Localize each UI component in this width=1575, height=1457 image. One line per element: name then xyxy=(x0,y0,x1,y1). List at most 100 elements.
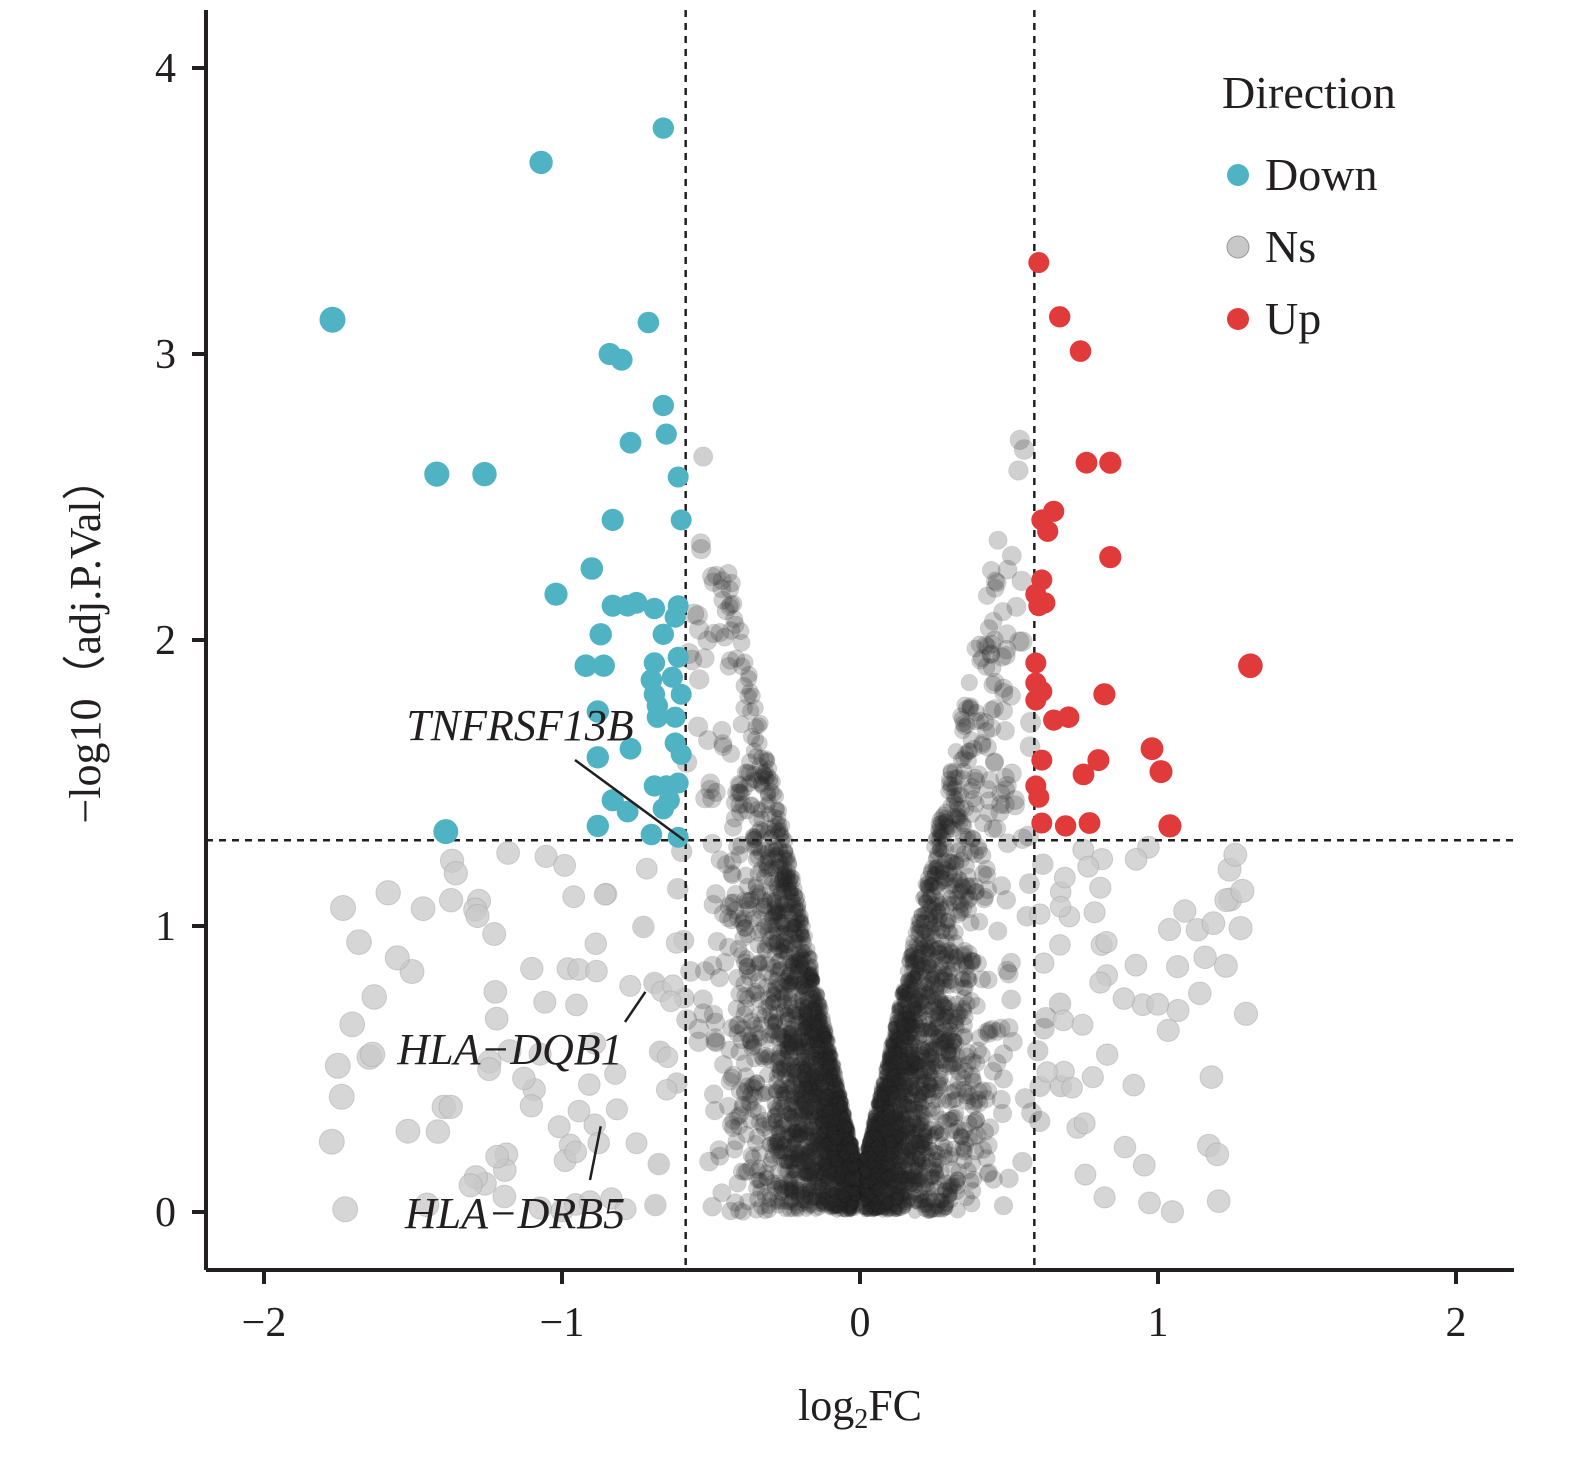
ns-point xyxy=(787,1159,803,1175)
ns-point xyxy=(823,1100,837,1113)
ns-point xyxy=(877,1133,890,1146)
ns-point xyxy=(719,897,739,916)
ns-point xyxy=(742,1146,760,1165)
ns-point xyxy=(868,1106,880,1118)
ns-point xyxy=(875,1106,889,1119)
ns-point xyxy=(903,1062,918,1077)
ns-point xyxy=(936,978,953,995)
ns-point xyxy=(765,823,782,840)
ns-point xyxy=(954,1069,972,1087)
ns-point xyxy=(929,1199,946,1216)
ns-point xyxy=(883,1092,896,1106)
ns-point xyxy=(963,1182,982,1200)
ns-point xyxy=(795,1143,811,1158)
ns-point xyxy=(979,1136,998,1155)
ns-point xyxy=(831,1085,844,1099)
ns-point xyxy=(835,1199,848,1212)
ns-point xyxy=(1001,989,1022,1010)
ns-point xyxy=(786,1070,802,1086)
ns-point xyxy=(941,1018,959,1035)
ns-point xyxy=(819,1083,833,1097)
ns-point xyxy=(691,539,712,560)
ns-point xyxy=(884,1173,897,1187)
ns-point xyxy=(928,858,945,875)
ns-point xyxy=(680,960,702,982)
ns-point xyxy=(901,1185,916,1200)
ns-point xyxy=(757,762,774,780)
ns-point xyxy=(809,1082,824,1097)
ns-point xyxy=(822,1165,836,1178)
ns-point xyxy=(751,1029,769,1047)
ns-point xyxy=(832,1201,845,1214)
ns-point xyxy=(824,1118,837,1132)
ns-point xyxy=(780,1071,796,1087)
ns-point xyxy=(956,1027,974,1045)
ns-point xyxy=(1012,1151,1033,1173)
ns-point xyxy=(824,1111,837,1124)
ns-point xyxy=(742,1012,761,1030)
ns-point xyxy=(955,989,973,1007)
ns-point xyxy=(889,1204,903,1218)
ns-point xyxy=(839,1201,852,1213)
ns-point xyxy=(961,877,980,895)
ns-point xyxy=(876,1086,889,1100)
ns-point xyxy=(779,1163,795,1179)
ns-point xyxy=(865,1192,878,1205)
ns-point xyxy=(946,807,963,825)
ns-point xyxy=(875,1109,889,1122)
ns-point xyxy=(743,890,761,909)
ns-point xyxy=(775,989,791,1005)
ns-point xyxy=(894,1062,909,1076)
ns-point xyxy=(718,563,738,583)
ns-point xyxy=(714,1055,734,1075)
ns-point xyxy=(803,1074,818,1089)
ns-point xyxy=(803,1055,817,1069)
ns-point xyxy=(1013,439,1035,460)
ns-point xyxy=(710,622,730,643)
ns-point xyxy=(800,1106,815,1121)
ns-point xyxy=(963,1052,982,1071)
ns-point xyxy=(826,1201,839,1215)
ns-point xyxy=(929,1028,946,1044)
ns-point xyxy=(842,1131,855,1143)
ns-point xyxy=(863,1132,875,1145)
ns-point xyxy=(837,1100,849,1112)
ns-point xyxy=(803,1141,818,1156)
ns-point xyxy=(784,881,800,897)
ns-point xyxy=(859,1182,872,1194)
ns-point xyxy=(935,949,952,965)
ns-point xyxy=(842,1134,855,1147)
ns-point xyxy=(810,1096,824,1111)
ns-point xyxy=(810,1106,824,1120)
ns-point xyxy=(828,1201,841,1215)
ns-point xyxy=(981,560,1001,580)
ns-point xyxy=(786,898,802,914)
ns-point xyxy=(786,1134,802,1150)
ns-point xyxy=(859,1172,872,1184)
ns-point xyxy=(920,927,936,943)
ns-point xyxy=(747,748,765,766)
ns-point xyxy=(897,1190,912,1205)
ns-point xyxy=(780,868,796,885)
ns-point xyxy=(827,1116,840,1129)
ns-point xyxy=(888,1143,902,1157)
ns-point xyxy=(1014,1088,1036,1109)
ns-point xyxy=(859,1186,871,1198)
ns-point xyxy=(771,1059,788,1076)
ns-point xyxy=(834,1111,847,1124)
ns-point xyxy=(963,1066,981,1084)
ns-point xyxy=(924,1202,941,1218)
ns-point xyxy=(758,861,775,879)
ns-point xyxy=(693,446,714,467)
ns-point xyxy=(967,703,986,722)
ns-point xyxy=(827,1092,840,1106)
ns-point xyxy=(811,988,826,1003)
ns-point xyxy=(802,1157,817,1171)
ns-point xyxy=(873,1148,886,1161)
ns-point xyxy=(915,933,931,948)
ns-point xyxy=(849,1182,861,1195)
ns-point xyxy=(867,1110,879,1122)
ns-point xyxy=(952,1127,970,1145)
ns-point xyxy=(927,940,944,956)
ns-point xyxy=(1001,763,1022,784)
